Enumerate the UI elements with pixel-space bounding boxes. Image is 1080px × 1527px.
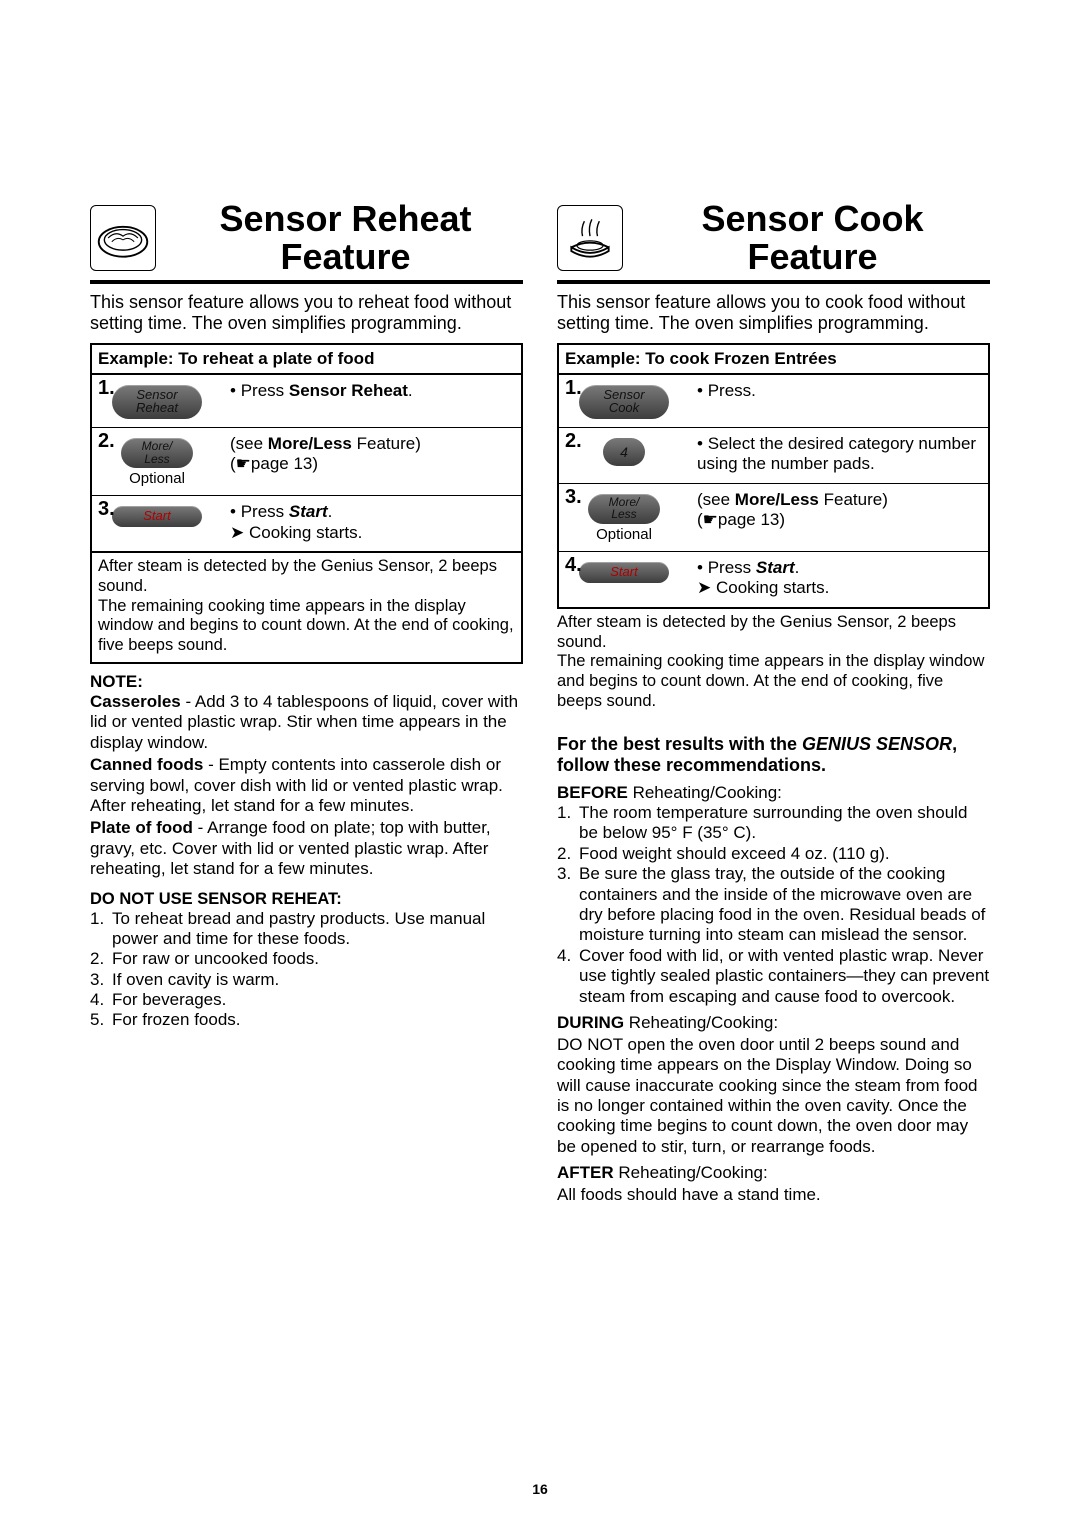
note-body: Casseroles - Add 3 to 4 tablespoons of l… xyxy=(90,692,523,880)
step-left: 4.Start xyxy=(559,552,689,607)
microwave-button-graphic: Start xyxy=(579,562,669,583)
step-row: 3. More/Less Optional (see More/Less Featur… xyxy=(559,483,988,551)
step-number: 1. xyxy=(565,377,582,400)
step-left: 3. More/Less Optional xyxy=(559,484,689,551)
note-heading: NOTE: xyxy=(90,672,523,692)
manual-page: Sensor Reheat Feature This sensor featur… xyxy=(0,0,1080,1527)
do-not-use-heading: DO NOT USE SENSOR REHEAT: xyxy=(90,890,523,909)
sensor-reheat-heading: Sensor Reheat Feature xyxy=(90,200,523,284)
best-results-heading: For the best results with the GENIUS SEN… xyxy=(557,734,990,777)
during-text: DO NOT open the oven door until 2 beeps … xyxy=(557,1035,990,1157)
microwave-button-graphic: SensorCook xyxy=(579,385,669,419)
example-title: Example: To reheat a plate of food xyxy=(90,343,523,373)
two-column-layout: Sensor Reheat Feature This sensor featur… xyxy=(90,200,990,1206)
after-steam-note: After steam is detected by the Genius Se… xyxy=(557,609,990,718)
during-heading: DURING Reheating/Cooking: xyxy=(557,1013,990,1033)
after-lead: AFTER xyxy=(557,1163,614,1182)
step-instruction: Press Start.Cooking starts. xyxy=(222,496,521,551)
before-tail: Reheating/Cooking: xyxy=(628,783,782,802)
microwave-button-graphic: 4 xyxy=(603,438,645,466)
note-item: Plate of food - Arrange food on plate; t… xyxy=(90,818,523,879)
button-graphic-wrap: Start xyxy=(565,558,683,583)
before-heading: BEFORE Reheating/Cooking: xyxy=(557,783,990,803)
microwave-button-graphic: SensorReheat xyxy=(112,385,202,419)
step-instruction: Press. xyxy=(689,375,988,427)
step-number: 2. xyxy=(565,430,582,453)
step-left: 2.4 xyxy=(559,428,689,483)
intro-text: This sensor feature allows you to reheat… xyxy=(90,292,523,335)
microwave-button-graphic: Start xyxy=(112,506,202,527)
step-row: 1.SensorReheatPress Sensor Reheat. xyxy=(92,375,521,427)
step-left: 1.SensorReheat xyxy=(92,375,222,427)
list-item: 1.The room temperature surrounding the o… xyxy=(557,803,990,844)
before-lead: BEFORE xyxy=(557,783,628,802)
genius-sensor-label: GENIUS SENSOR xyxy=(802,734,952,754)
step-instruction: Press Start.Cooking starts. xyxy=(689,552,988,607)
step-row: 4.StartPress Start.Cooking starts. xyxy=(559,551,988,607)
before-list: 1.The room temperature surrounding the o… xyxy=(557,803,990,1007)
step-number: 3. xyxy=(565,486,582,509)
step-instruction: Select the desired category number using… xyxy=(689,428,988,483)
steps-table: 1.SensorCookPress.2.4Select the desired … xyxy=(557,373,990,609)
button-graphic-wrap: 4 xyxy=(565,434,683,466)
microwave-button-graphic: More/Less xyxy=(121,438,193,468)
step-row: 1.SensorCookPress. xyxy=(559,375,988,427)
step-number: 1. xyxy=(98,377,115,400)
sensor-cook-heading: Sensor Cook Feature xyxy=(557,200,990,284)
step-instruction: (see More/Less Feature)page 13 xyxy=(222,428,521,495)
step-left: 3.Start xyxy=(92,496,222,551)
plate-food-icon xyxy=(90,205,156,271)
step-left: 2. More/Less Optional xyxy=(92,428,222,495)
step-number: 2. xyxy=(98,430,115,453)
step-row: 2. More/Less Optional (see More/Less Featur… xyxy=(92,427,521,495)
list-item: 3.If oven cavity is warm. xyxy=(90,970,523,990)
step-instruction: (see More/Less Feature)page 13 xyxy=(689,484,988,551)
list-item: 4.For beverages. xyxy=(90,990,523,1010)
after-steam-note: After steam is detected by the Genius Se… xyxy=(90,553,523,664)
left-column: Sensor Reheat Feature This sensor featur… xyxy=(90,200,523,1206)
after-tail: Reheating/Cooking: xyxy=(614,1163,768,1182)
list-item: 1.To reheat bread and pastry products. U… xyxy=(90,909,523,950)
after-heading: AFTER Reheating/Cooking: xyxy=(557,1163,990,1183)
microwave-button-graphic: More/Less xyxy=(588,494,660,524)
list-item: 5.For frozen foods. xyxy=(90,1010,523,1030)
button-graphic-wrap: More/Less xyxy=(565,490,683,524)
steps-table: 1.SensorReheatPress Sensor Reheat.2.More… xyxy=(90,373,523,553)
do-not-use-list: 1.To reheat bread and pastry products. U… xyxy=(90,909,523,1031)
step-row: 3.StartPress Start.Cooking starts. xyxy=(92,495,521,551)
button-graphic-wrap: Start xyxy=(98,502,216,527)
during-lead: DURING xyxy=(557,1013,624,1032)
text: For the best results with the xyxy=(557,734,802,754)
intro-text: This sensor feature allows you to cook f… xyxy=(557,292,990,335)
button-graphic-wrap: More/Less xyxy=(98,434,216,468)
after-text: All foods should have a stand time. xyxy=(557,1185,990,1205)
list-item: 2.Food weight should exceed 4 oz. (110 g… xyxy=(557,844,990,864)
step-number: 4. xyxy=(565,554,582,577)
during-tail: Reheating/Cooking: xyxy=(624,1013,778,1032)
button-graphic-wrap: SensorReheat xyxy=(98,381,216,419)
list-item: 3.Be sure the glass tray, the outside of… xyxy=(557,864,990,946)
optional-label: Optional xyxy=(98,470,216,487)
step-row: 2.4Select the desired category number us… xyxy=(559,427,988,483)
step-instruction: Press Sensor Reheat. xyxy=(222,375,521,427)
list-item: 4.Cover food with lid, or with vented pl… xyxy=(557,946,990,1007)
section-title: Sensor Reheat Feature xyxy=(168,200,523,276)
note-item: Casseroles - Add 3 to 4 tablespoons of l… xyxy=(90,692,523,753)
section-title: Sensor Cook Feature xyxy=(635,200,990,276)
note-item: Canned foods - Empty contents into casse… xyxy=(90,755,523,816)
page-number: 16 xyxy=(0,1481,1080,1497)
example-title: Example: To cook Frozen Entrées xyxy=(557,343,990,373)
list-item: 2.For raw or uncooked foods. xyxy=(90,949,523,969)
step-number: 3. xyxy=(98,498,115,521)
right-column: Sensor Cook Feature This sensor feature … xyxy=(557,200,990,1206)
button-graphic-wrap: SensorCook xyxy=(565,381,683,419)
steaming-dish-icon xyxy=(557,205,623,271)
optional-label: Optional xyxy=(565,526,683,543)
step-left: 1.SensorCook xyxy=(559,375,689,427)
